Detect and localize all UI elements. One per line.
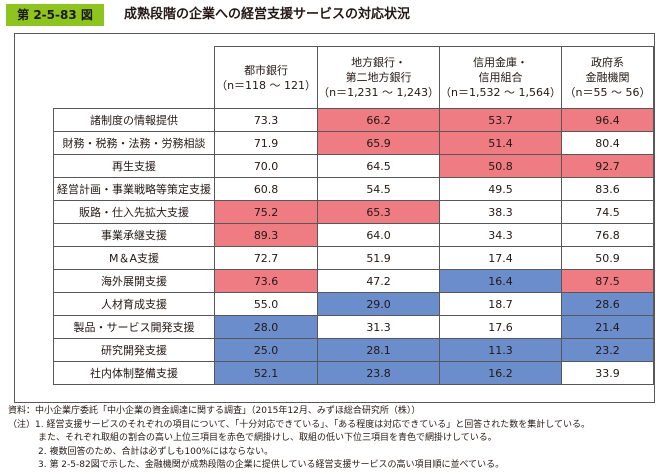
value-cell: 64.5: [317, 154, 441, 178]
value-cell: 50.8: [439, 154, 562, 178]
figure-header: 第 2-5-83 図 成熟段階の企業への経営支援サービスの対応状況: [0, 0, 669, 30]
value-cell: 23.2: [561, 338, 654, 362]
table-row: 経営計画・事業戦略等策定支援 60.8 54.5 49.5 83.6: [52, 177, 654, 201]
value-cell: 47.2: [317, 269, 441, 293]
row-label: 製品・サービス開発支援: [52, 315, 216, 339]
value-cell: 23.8: [317, 361, 441, 385]
note-2: 2. 複数回答のため、合計は必ずしも100%にはならない。: [38, 446, 274, 457]
note-3: 3. 第 2-5-82図で示した、金融機関が成熟段階の企業に提供している経営支援…: [38, 460, 505, 470]
value-cell: 49.5: [439, 177, 562, 201]
value-cell: 87.5: [561, 269, 654, 293]
value-cell: 29.0: [317, 292, 441, 316]
value-cell: 75.2: [214, 200, 319, 224]
column-header-city-banks: 都市銀行 （n＝118 ～ 121）: [214, 46, 319, 109]
table-panel: 都市銀行 （n＝118 ～ 121） 地方銀行・ 第二地方銀行 （n＝1,231…: [14, 33, 655, 403]
value-cell: 50.9: [561, 246, 654, 270]
source-note: 資料：中小企業庁委託「中小企業の資金調達に関する調査」（2015年12月、みずほ…: [8, 406, 421, 416]
table-row: 製品・サービス開発支援 28.0 31.3 17.6 21.4: [52, 315, 654, 339]
value-cell: 60.8: [214, 177, 319, 201]
value-cell: 18.7: [439, 292, 562, 316]
column-header-government-institutions: 政府系 金融機関 （n＝55 ～ 56）: [561, 46, 654, 109]
value-cell: 83.6: [561, 177, 654, 201]
corner-cell: [53, 46, 216, 109]
value-cell: 53.7: [439, 108, 562, 132]
value-cell: 73.6: [214, 269, 319, 293]
value-cell: 16.4: [439, 269, 562, 293]
column-header-regional-banks: 地方銀行・ 第二地方銀行 （n＝1,231 ～ 1,243）: [317, 46, 441, 109]
column-header-credit-unions: 信用金庫・ 信用組合 （n＝1,532 ～ 1,564）: [439, 46, 562, 109]
table-body: 諸制度の情報提供 73.3 66.2 53.7 96.4 財務・税務・法務・労務相談 71.…: [52, 108, 654, 385]
value-cell: 52.1: [214, 361, 319, 385]
row-label: 販路・仕入先拡大支援: [52, 200, 216, 224]
row-label: 海外展開支援: [52, 269, 216, 293]
table-row: 財務・税務・法務・労務相談 71.9 65.9 51.4 80.4: [52, 131, 654, 155]
value-cell: 51.4: [439, 131, 562, 155]
value-cell: 54.5: [317, 177, 441, 201]
row-label: M＆A支援: [52, 246, 216, 270]
value-cell: 33.9: [561, 361, 654, 385]
value-cell: 64.0: [317, 223, 441, 247]
row-label: 経営計画・事業戦略等策定支援: [52, 177, 216, 201]
value-cell: 25.0: [214, 338, 319, 362]
figure-title: 成熟段階の企業への経営支援サービスの対応状況: [124, 7, 411, 22]
value-cell: 17.4: [439, 246, 562, 270]
value-cell: 17.6: [439, 315, 562, 339]
row-label: 財務・税務・法務・労務相談: [52, 131, 216, 155]
value-cell: 28.1: [317, 338, 441, 362]
row-label: 研究開発支援: [52, 338, 216, 362]
row-label: 事業承継支援: [52, 223, 216, 247]
value-cell: 92.7: [561, 154, 654, 178]
value-cell: 65.9: [317, 131, 441, 155]
value-cell: 66.2: [317, 108, 441, 132]
value-cell: 16.2: [439, 361, 562, 385]
value-cell: 38.3: [439, 200, 562, 224]
value-cell: 72.7: [214, 246, 319, 270]
value-cell: 34.3: [439, 223, 562, 247]
value-cell: 11.3: [439, 338, 562, 362]
table-row: 海外展開支援 73.6 47.2 16.4 87.5: [52, 269, 654, 293]
value-cell: 70.0: [214, 154, 319, 178]
header-row: 都市銀行 （n＝118 ～ 121） 地方銀行・ 第二地方銀行 （n＝1,231…: [53, 46, 654, 109]
row-label: 諸制度の情報提供: [52, 108, 216, 132]
table-row: 販路・仕入先拡大支援 75.2 65.3 38.3 74.5: [52, 200, 654, 224]
table-row: 事業承継支援 89.3 64.0 34.3 76.8: [52, 223, 654, 247]
value-cell: 73.3: [214, 108, 319, 132]
row-label: 社内体制整備支援: [52, 361, 216, 385]
value-cell: 65.3: [317, 200, 441, 224]
value-cell: 89.3: [214, 223, 319, 247]
value-cell: 74.5: [561, 200, 654, 224]
note-1: （注）1. 経営支援サービスのそれぞれの項目について、「十分対応できている」、「…: [8, 419, 590, 430]
value-cell: 71.9: [214, 131, 319, 155]
value-cell: 28.6: [561, 292, 654, 316]
footnotes: 資料：中小企業庁委託「中小企業の資金調達に関する調査」（2015年12月、みずほ…: [8, 405, 663, 473]
value-cell: 80.4: [561, 131, 654, 155]
row-label: 再生支援: [52, 154, 216, 178]
row-label: 人材育成支援: [52, 292, 216, 316]
table-row: M＆A支援 72.7 51.9 17.4 50.9: [52, 246, 654, 270]
note-1-continued: また、それぞれ取組の割合の高い上位三項目を赤色で網掛けし、取組の低い下位三項目を…: [38, 433, 497, 443]
value-cell: 51.9: [317, 246, 441, 270]
table-row: 諸制度の情報提供 73.3 66.2 53.7 96.4: [52, 108, 654, 132]
table-row: 再生支援 70.0 64.5 50.8 92.7: [52, 154, 654, 178]
value-cell: 76.8: [561, 223, 654, 247]
value-cell: 21.4: [561, 315, 654, 339]
support-status-table: 都市銀行 （n＝118 ～ 121） 地方銀行・ 第二地方銀行 （n＝1,231…: [52, 46, 654, 385]
figure-number-label: 第 2-5-83 図: [6, 4, 104, 26]
table-row: 研究開発支援 25.0 28.1 11.3 23.2: [52, 338, 654, 362]
value-cell: 96.4: [561, 108, 654, 132]
table-row: 社内体制整備支援 52.1 23.8 16.2 33.9: [52, 361, 654, 385]
value-cell: 28.0: [214, 315, 319, 339]
table-row: 人材育成支援 55.0 29.0 18.7 28.6: [52, 292, 654, 316]
value-cell: 55.0: [214, 292, 319, 316]
value-cell: 31.3: [317, 315, 441, 339]
